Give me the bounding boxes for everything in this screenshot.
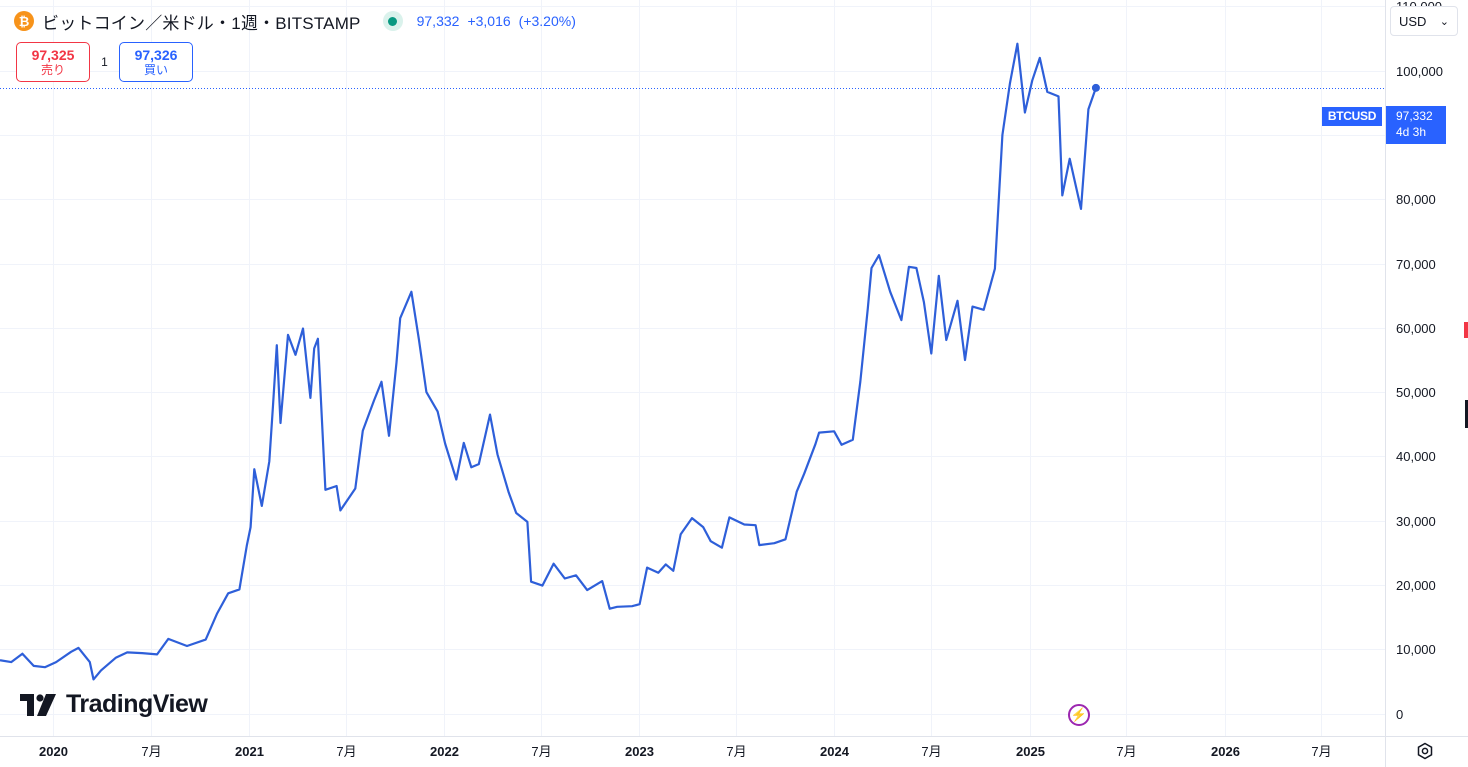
- symbol-header: ₿ ビットコイン／米ドル・1週・BITSTAMP 97,332 +3,016 (…: [14, 8, 576, 34]
- price-axis-labels: 0 10,000 20,000 30,000 40,000 50,000 60,000 70,…: [1396, 0, 1443, 722]
- buy-label: 買い: [143, 62, 168, 77]
- x-tick-label: 7月: [141, 744, 161, 759]
- sell-label: 売り: [40, 62, 65, 77]
- header-change: +3,016: [467, 13, 511, 29]
- x-tick-label: 7月: [336, 744, 356, 759]
- x-tick-label: 2025: [1016, 744, 1045, 759]
- sell-button[interactable]: 97,325 売り: [16, 42, 90, 82]
- x-tick-label: 7月: [921, 744, 941, 759]
- time-axis-labels: 2020 7月 2021 7月 2022 7月 2023 7月 2024 7月 2025 7月 2026…: [39, 744, 1332, 759]
- y-tick-label: 100,000: [1396, 64, 1443, 79]
- tradingview-logo-icon: [20, 693, 56, 716]
- spread-value: 1: [101, 55, 108, 69]
- x-tick-label: 7月: [1116, 744, 1136, 759]
- x-tick-label: 7月: [531, 744, 551, 759]
- gear-shape: [1417, 742, 1433, 760]
- x-tick-label: 2023: [625, 744, 654, 759]
- symbol-title[interactable]: ビットコイン／米ドル・1週・BITSTAMP: [42, 13, 361, 33]
- y-tick-label: 10,000: [1396, 642, 1436, 657]
- x-tick-label: 7月: [726, 744, 746, 759]
- bar-countdown: 4d 3h: [1396, 125, 1427, 139]
- x-tick-label: 2020: [39, 744, 68, 759]
- y-tick-label: 20,000: [1396, 578, 1436, 593]
- last-price-point: [1091, 83, 1100, 92]
- gear-icon[interactable]: [1414, 740, 1436, 762]
- logo-text: TradingView: [66, 690, 208, 718]
- last-price-value: 97,332: [1396, 109, 1433, 123]
- x-tick-label: 7月: [1311, 744, 1331, 759]
- y-tick-label: 40,000: [1396, 449, 1436, 464]
- btc-price-line: [0, 42, 1097, 681]
- chevron-down-icon: ⌄: [1439, 15, 1449, 28]
- market-status-icon[interactable]: [382, 11, 403, 31]
- last-price-label: 97,332 4d 3h: [1386, 106, 1446, 144]
- y-tick-label: 80,000: [1396, 192, 1436, 207]
- y-tick-label: 50,000: [1396, 385, 1436, 400]
- ticker-label: BTCUSD: [1322, 107, 1382, 126]
- bitcoin-icon: ₿: [14, 11, 34, 31]
- x-tick-label: 2026: [1211, 744, 1240, 759]
- edge-marker-red: [1464, 322, 1468, 338]
- buy-price: 97,326: [134, 46, 178, 63]
- buy-button[interactable]: 97,326 買い: [119, 42, 193, 82]
- y-tick-label: 30,000: [1396, 514, 1436, 529]
- currency-select[interactable]: USD ⌄: [1390, 6, 1458, 36]
- y-tick-label: 0: [1396, 707, 1403, 722]
- trade-panel: 97,325 売り 1 97,326 買い: [16, 42, 193, 82]
- x-tick-label: 2022: [430, 744, 459, 759]
- status-dot: [388, 16, 398, 26]
- y-tick-label: 70,000: [1396, 257, 1436, 272]
- edge-marker-dark: [1465, 400, 1468, 428]
- x-tick-label: 2021: [235, 744, 264, 759]
- header-last-price: 97,332: [416, 13, 460, 29]
- sell-price: 97,325: [31, 46, 75, 63]
- x-tick-label: 2024: [820, 744, 850, 759]
- y-tick-label: 60,000: [1396, 321, 1436, 336]
- chart-grid: [0, 0, 1385, 736]
- currency-value: USD: [1399, 13, 1427, 29]
- header-change-percent: (+3.20%): [518, 13, 576, 29]
- lightning-icon[interactable]: ⚡: [1068, 704, 1090, 726]
- tradingview-logo[interactable]: TradingView: [20, 690, 208, 719]
